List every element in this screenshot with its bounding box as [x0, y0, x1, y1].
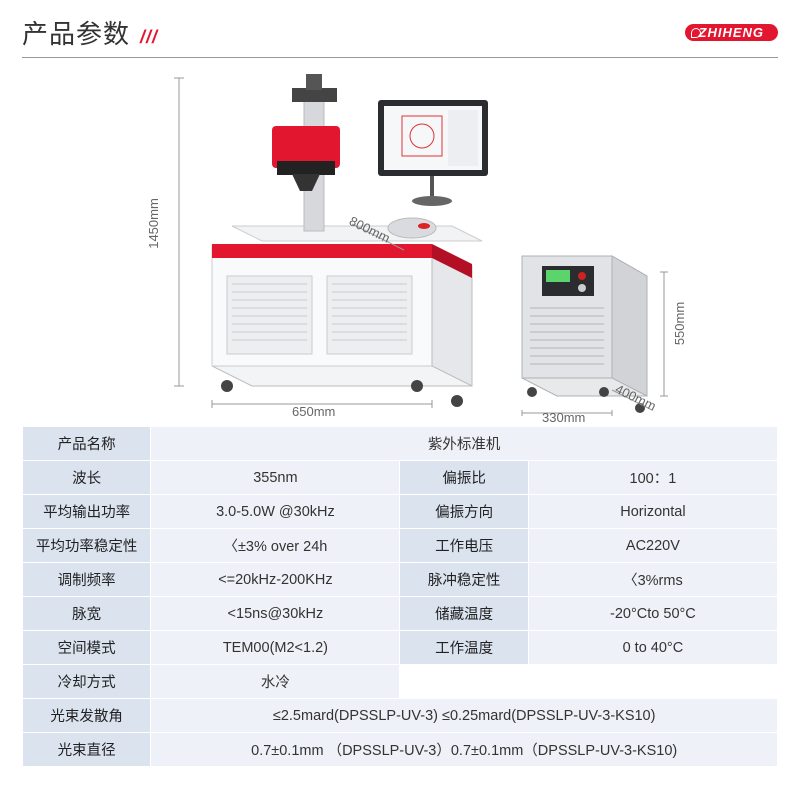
spec-label: 空间模式	[23, 631, 151, 665]
spec-value: 0 to 40°C	[528, 631, 777, 665]
spec-value: TEM00(M2<1.2)	[151, 631, 400, 665]
spec-value: ≤2.5mard(DPSSLP-UV-3) ≤0.25mard(DPSSLP-U…	[151, 699, 778, 733]
spec-label: 平均输出功率	[23, 495, 151, 529]
spec-label: 产品名称	[23, 427, 151, 461]
spec-value: <15ns@30kHz	[151, 597, 400, 631]
spec-label: 波长	[23, 461, 151, 495]
spec-label: 偏振比	[400, 461, 528, 495]
table-row: 产品名称紫外标准机	[23, 427, 778, 461]
spec-value: 〈3%rms	[528, 563, 777, 597]
spec-label: 光束发散角	[23, 699, 151, 733]
spec-value: 3.0-5.0W @30kHz	[151, 495, 400, 529]
table-row: 光束发散角≤2.5mard(DPSSLP-UV-3) ≤0.25mard(DPS…	[23, 699, 778, 733]
spec-label: 脉宽	[23, 597, 151, 631]
spec-value: 355nm	[151, 461, 400, 495]
spec-label: 平均功率稳定性	[23, 529, 151, 563]
spec-label: 工作电压	[400, 529, 528, 563]
page-title: 产品参数	[22, 14, 130, 51]
dim-width-chiller: 330mm	[542, 410, 585, 425]
page-header: 产品参数 /// ZHIHENG	[22, 14, 778, 58]
spec-label: 冷却方式	[23, 665, 151, 699]
spec-value: Horizontal	[528, 495, 777, 529]
spec-label: 调制频率	[23, 563, 151, 597]
spec-label: 脉冲稳定性	[400, 563, 528, 597]
table-row: 平均功率稳定性〈±3% over 24h工作电压AC220V	[23, 529, 778, 563]
table-row: 光束直径0.7±0.1mm （DPSSLP-UV-3）0.7±0.1mm（DPS…	[23, 733, 778, 767]
brand-badge: ZHIHENG	[685, 24, 779, 41]
spec-value: 水冷	[151, 665, 400, 699]
spec-label: 偏振方向	[400, 495, 528, 529]
table-row: 平均输出功率3.0-5.0W @30kHz偏振方向Horizontal	[23, 495, 778, 529]
dim-height-main: 1450mm	[146, 198, 161, 249]
spec-table: 产品名称紫外标准机波长355nm偏振比100：1平均输出功率3.0-5.0W @…	[22, 426, 778, 767]
dim-width-main: 650mm	[292, 404, 335, 419]
spec-label: 光束直径	[23, 733, 151, 767]
spec-value: 紫外标准机	[151, 427, 778, 461]
spec-value: 〈±3% over 24h	[151, 529, 400, 563]
spec-label: 工作温度	[400, 631, 528, 665]
slashes-icon: ///	[140, 27, 158, 48]
table-row: 波长355nm偏振比100：1	[23, 461, 778, 495]
table-row: 空间模式TEM00(M2<1.2)工作温度0 to 40°C	[23, 631, 778, 665]
dim-height-chiller: 550mm	[672, 302, 687, 345]
spec-value: AC220V	[528, 529, 777, 563]
spec-value: 100：1	[528, 461, 777, 495]
spec-label: 储藏温度	[400, 597, 528, 631]
table-row: 调制频率<=20kHz-200KHz脉冲稳定性〈3%rms	[23, 563, 778, 597]
table-row: 冷却方式水冷	[23, 665, 778, 699]
spec-value: -20°Cto 50°C	[528, 597, 777, 631]
product-diagram: 1450mm 800mm 650mm 550mm 400mm 330mm	[52, 66, 748, 420]
spec-value: <=20kHz-200KHz	[151, 563, 400, 597]
spec-value: 0.7±0.1mm （DPSSLP-UV-3）0.7±0.1mm（DPSSLP-…	[151, 733, 778, 767]
table-row: 脉宽<15ns@30kHz储藏温度-20°Cto 50°C	[23, 597, 778, 631]
